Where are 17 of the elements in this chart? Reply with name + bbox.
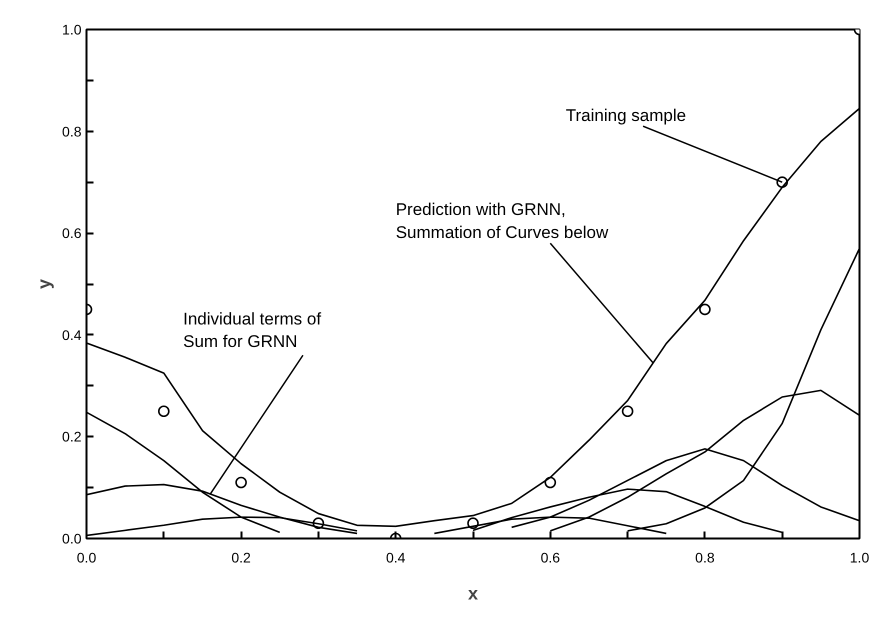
y-tick-label: 0.8 [62,123,82,140]
x-tick-label: 0.2 [231,550,252,566]
annotation: Prediction with GRNN, Summation of Curves below [396,200,610,242]
y-tick-label: 0.4 [62,326,82,343]
x-tick-label: 0.8 [695,550,715,566]
y-tick-label: 0.0 [62,530,82,546]
x-tick-label: 0.6 [540,550,560,566]
y-tick-label: 0.2 [62,428,82,445]
annotation: Training sample [566,106,686,125]
annotation: Individual terms of Sum for GRNN [183,309,322,352]
x-axis-title: x [468,584,478,604]
x-tick-label: 0.4 [386,550,406,566]
y-tick-label: 0.6 [62,225,82,242]
x-tick-label: 0.0 [76,550,96,566]
y-axis-title: y [34,278,54,290]
y-tick-label: 1.0 [62,22,82,38]
x-tick-label: 1.0 [850,550,870,566]
